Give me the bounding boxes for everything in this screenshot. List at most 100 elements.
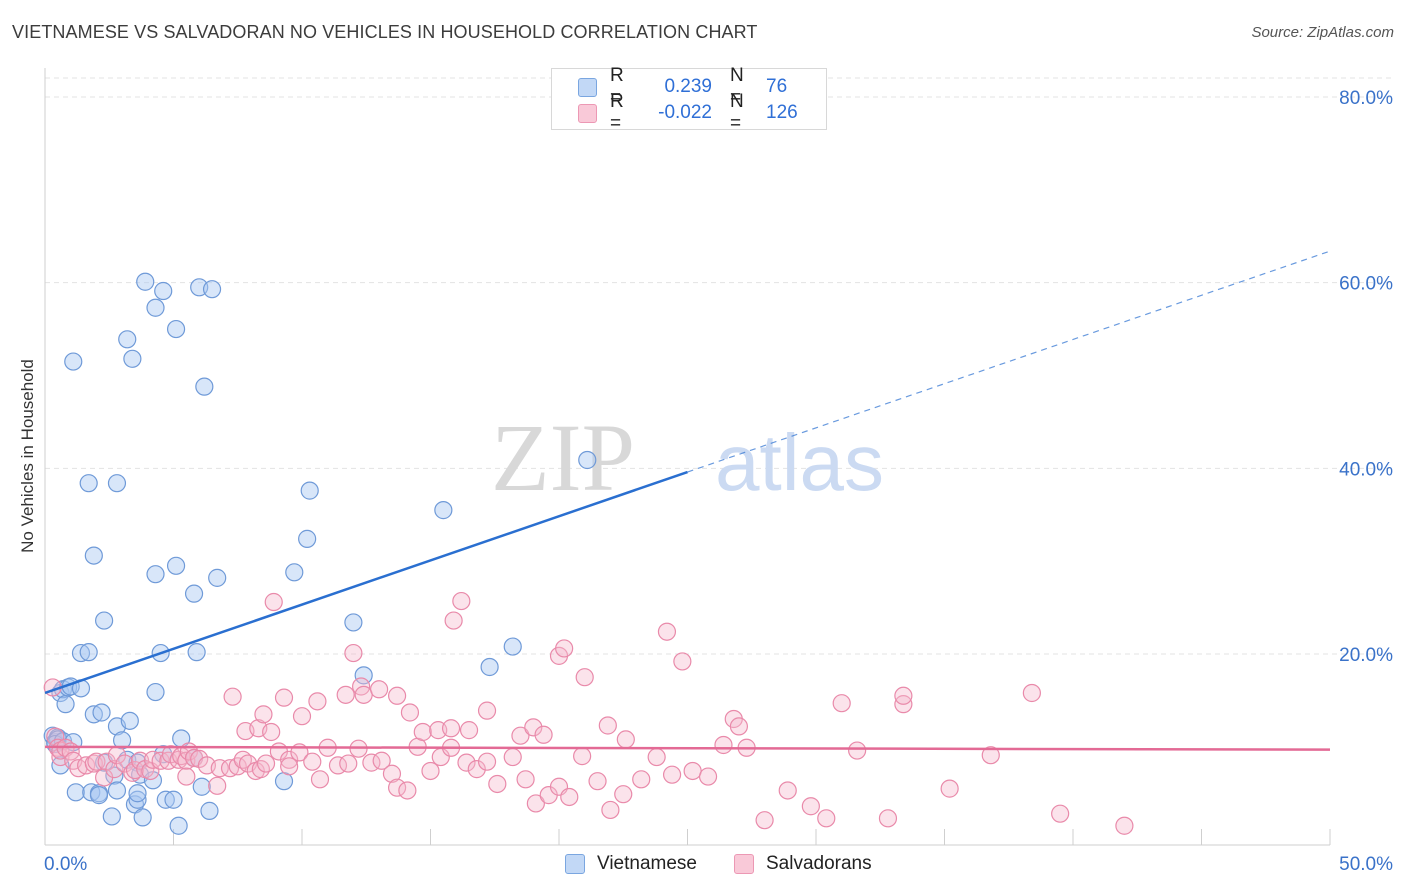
salvadoran-point: [452, 591, 471, 611]
salvadoran-point: [657, 622, 677, 641]
vietnamese-point: [92, 703, 111, 722]
salvadoran-legend-label: Salvadorans: [766, 853, 872, 874]
salvadoran-point: [280, 757, 299, 776]
salvadoran-point: [444, 611, 463, 630]
salvadoran-point: [524, 718, 543, 737]
vietnamese-point: [480, 657, 499, 677]
salvadoran-point: [177, 767, 196, 786]
y-tick-label: 40.0%: [1339, 459, 1393, 480]
salvadoran-point: [477, 752, 497, 771]
vietnamese-point: [146, 565, 165, 584]
salvadoran-point: [87, 752, 106, 771]
salvadoran-point: [601, 800, 620, 820]
x-tick-labels: 0.0% 50.0%: [44, 854, 1393, 875]
salvadoran-points: [43, 591, 1134, 835]
vietnamese-point: [84, 546, 103, 565]
salvadoran-point: [588, 772, 607, 791]
vietnamese-point: [434, 501, 453, 520]
x-tick-label: 50.0%: [1339, 854, 1393, 875]
legend-n-label: N =: [730, 91, 744, 134]
legend-r-label: R =: [610, 91, 624, 134]
legend-n-value: 126: [766, 102, 798, 123]
vietnamese-point: [166, 556, 186, 575]
salvadoran-point: [398, 781, 417, 800]
vietnamese-point: [66, 783, 85, 802]
bottom-legend-salvadorans: Salvadorans: [734, 852, 872, 876]
vietnamese-point: [154, 281, 173, 301]
salvadoran-point: [573, 747, 592, 766]
legend-r-value: 0.239: [664, 76, 712, 97]
salvadoran-point: [940, 779, 959, 798]
salvadoran-point: [97, 752, 116, 771]
salvadoran-point: [755, 811, 774, 830]
vietnamese-point: [578, 450, 597, 470]
vietnamese-point: [298, 529, 317, 548]
vietnamese-point: [128, 790, 147, 809]
vietnamese-point: [164, 790, 183, 809]
vietnamese-point: [123, 349, 142, 368]
vietnamese-point: [89, 786, 109, 805]
trend-lines: [44, 250, 1331, 751]
salvadoran-point: [336, 685, 355, 704]
legend-r-value: -0.022: [658, 102, 712, 123]
y-axis-label: No Vehicles in Household: [18, 359, 37, 553]
salvadoran-point: [817, 809, 836, 828]
vietnamese-point: [192, 777, 211, 796]
salvadoran-point: [555, 639, 574, 658]
vietnamese-trend-extension: [687, 250, 1331, 473]
salvadoran-point: [105, 760, 124, 779]
salvadoran-point: [534, 725, 553, 744]
salvadoran-swatch: [578, 103, 597, 123]
vietnamese-point: [195, 377, 214, 396]
salvadoran-point: [208, 776, 227, 795]
salvadoran-point: [614, 785, 633, 804]
y-tick-label: 20.0%: [1339, 645, 1393, 666]
salvadoran-point: [308, 692, 327, 711]
vietnamese-point: [107, 474, 127, 493]
salvadoran-point: [467, 760, 486, 779]
salvadoran-point: [400, 703, 420, 722]
correlation-legend: R = 0.239 N = 76 R = -0.022 N = 126: [551, 65, 827, 134]
vietnamese-point: [136, 272, 155, 291]
bottom-legend-vietnamese: Vietnamese: [565, 852, 697, 876]
vietnamese-point: [107, 781, 127, 800]
vietnamese-point: [156, 790, 175, 809]
vietnamese-point: [184, 584, 204, 603]
salvadoran-point: [46, 727, 65, 746]
salvadoran-point: [673, 652, 692, 671]
salvadoran-point: [421, 761, 440, 781]
salvadoran-point: [632, 770, 651, 789]
vietnamese-point: [187, 643, 206, 662]
salvadoran-point: [894, 686, 913, 705]
vietnamese-point: [133, 808, 152, 827]
salvadoran-point: [223, 687, 242, 706]
salvadoran-point: [778, 781, 797, 800]
salvadoran-point: [251, 760, 270, 779]
salvadoran-point: [387, 778, 407, 797]
salvadoran-point: [801, 797, 820, 816]
axes: [44, 68, 1331, 846]
watermark-atlas: atlas: [715, 418, 884, 507]
grid-lines: [45, 77, 1395, 655]
salvadoran-point: [292, 707, 312, 726]
salvadoran-point: [526, 794, 545, 813]
vietnamese-point: [200, 801, 219, 820]
salvadoran-point: [698, 767, 718, 786]
salvadoran-point: [256, 754, 276, 773]
salvadoran-point: [1022, 683, 1041, 703]
vietnamese-point: [64, 352, 83, 371]
watermark: ZIP atlas: [491, 404, 884, 511]
salvadoran-point: [832, 694, 851, 713]
vietnamese-point: [166, 319, 186, 339]
source-label: Source: ZipAtlas.com: [1251, 24, 1394, 41]
vietnamese-points: [43, 272, 597, 835]
salvadoran-point: [143, 750, 163, 769]
legend-r-label: R =: [610, 65, 624, 108]
salvadoran-point: [616, 730, 635, 749]
salvadoran-point: [714, 735, 733, 755]
salvadoran-point: [457, 753, 476, 772]
salvadoran-point: [151, 751, 170, 770]
salvadoran-point: [459, 721, 479, 740]
vietnamese-swatch: [578, 77, 597, 97]
vietnamese-point: [102, 807, 121, 826]
